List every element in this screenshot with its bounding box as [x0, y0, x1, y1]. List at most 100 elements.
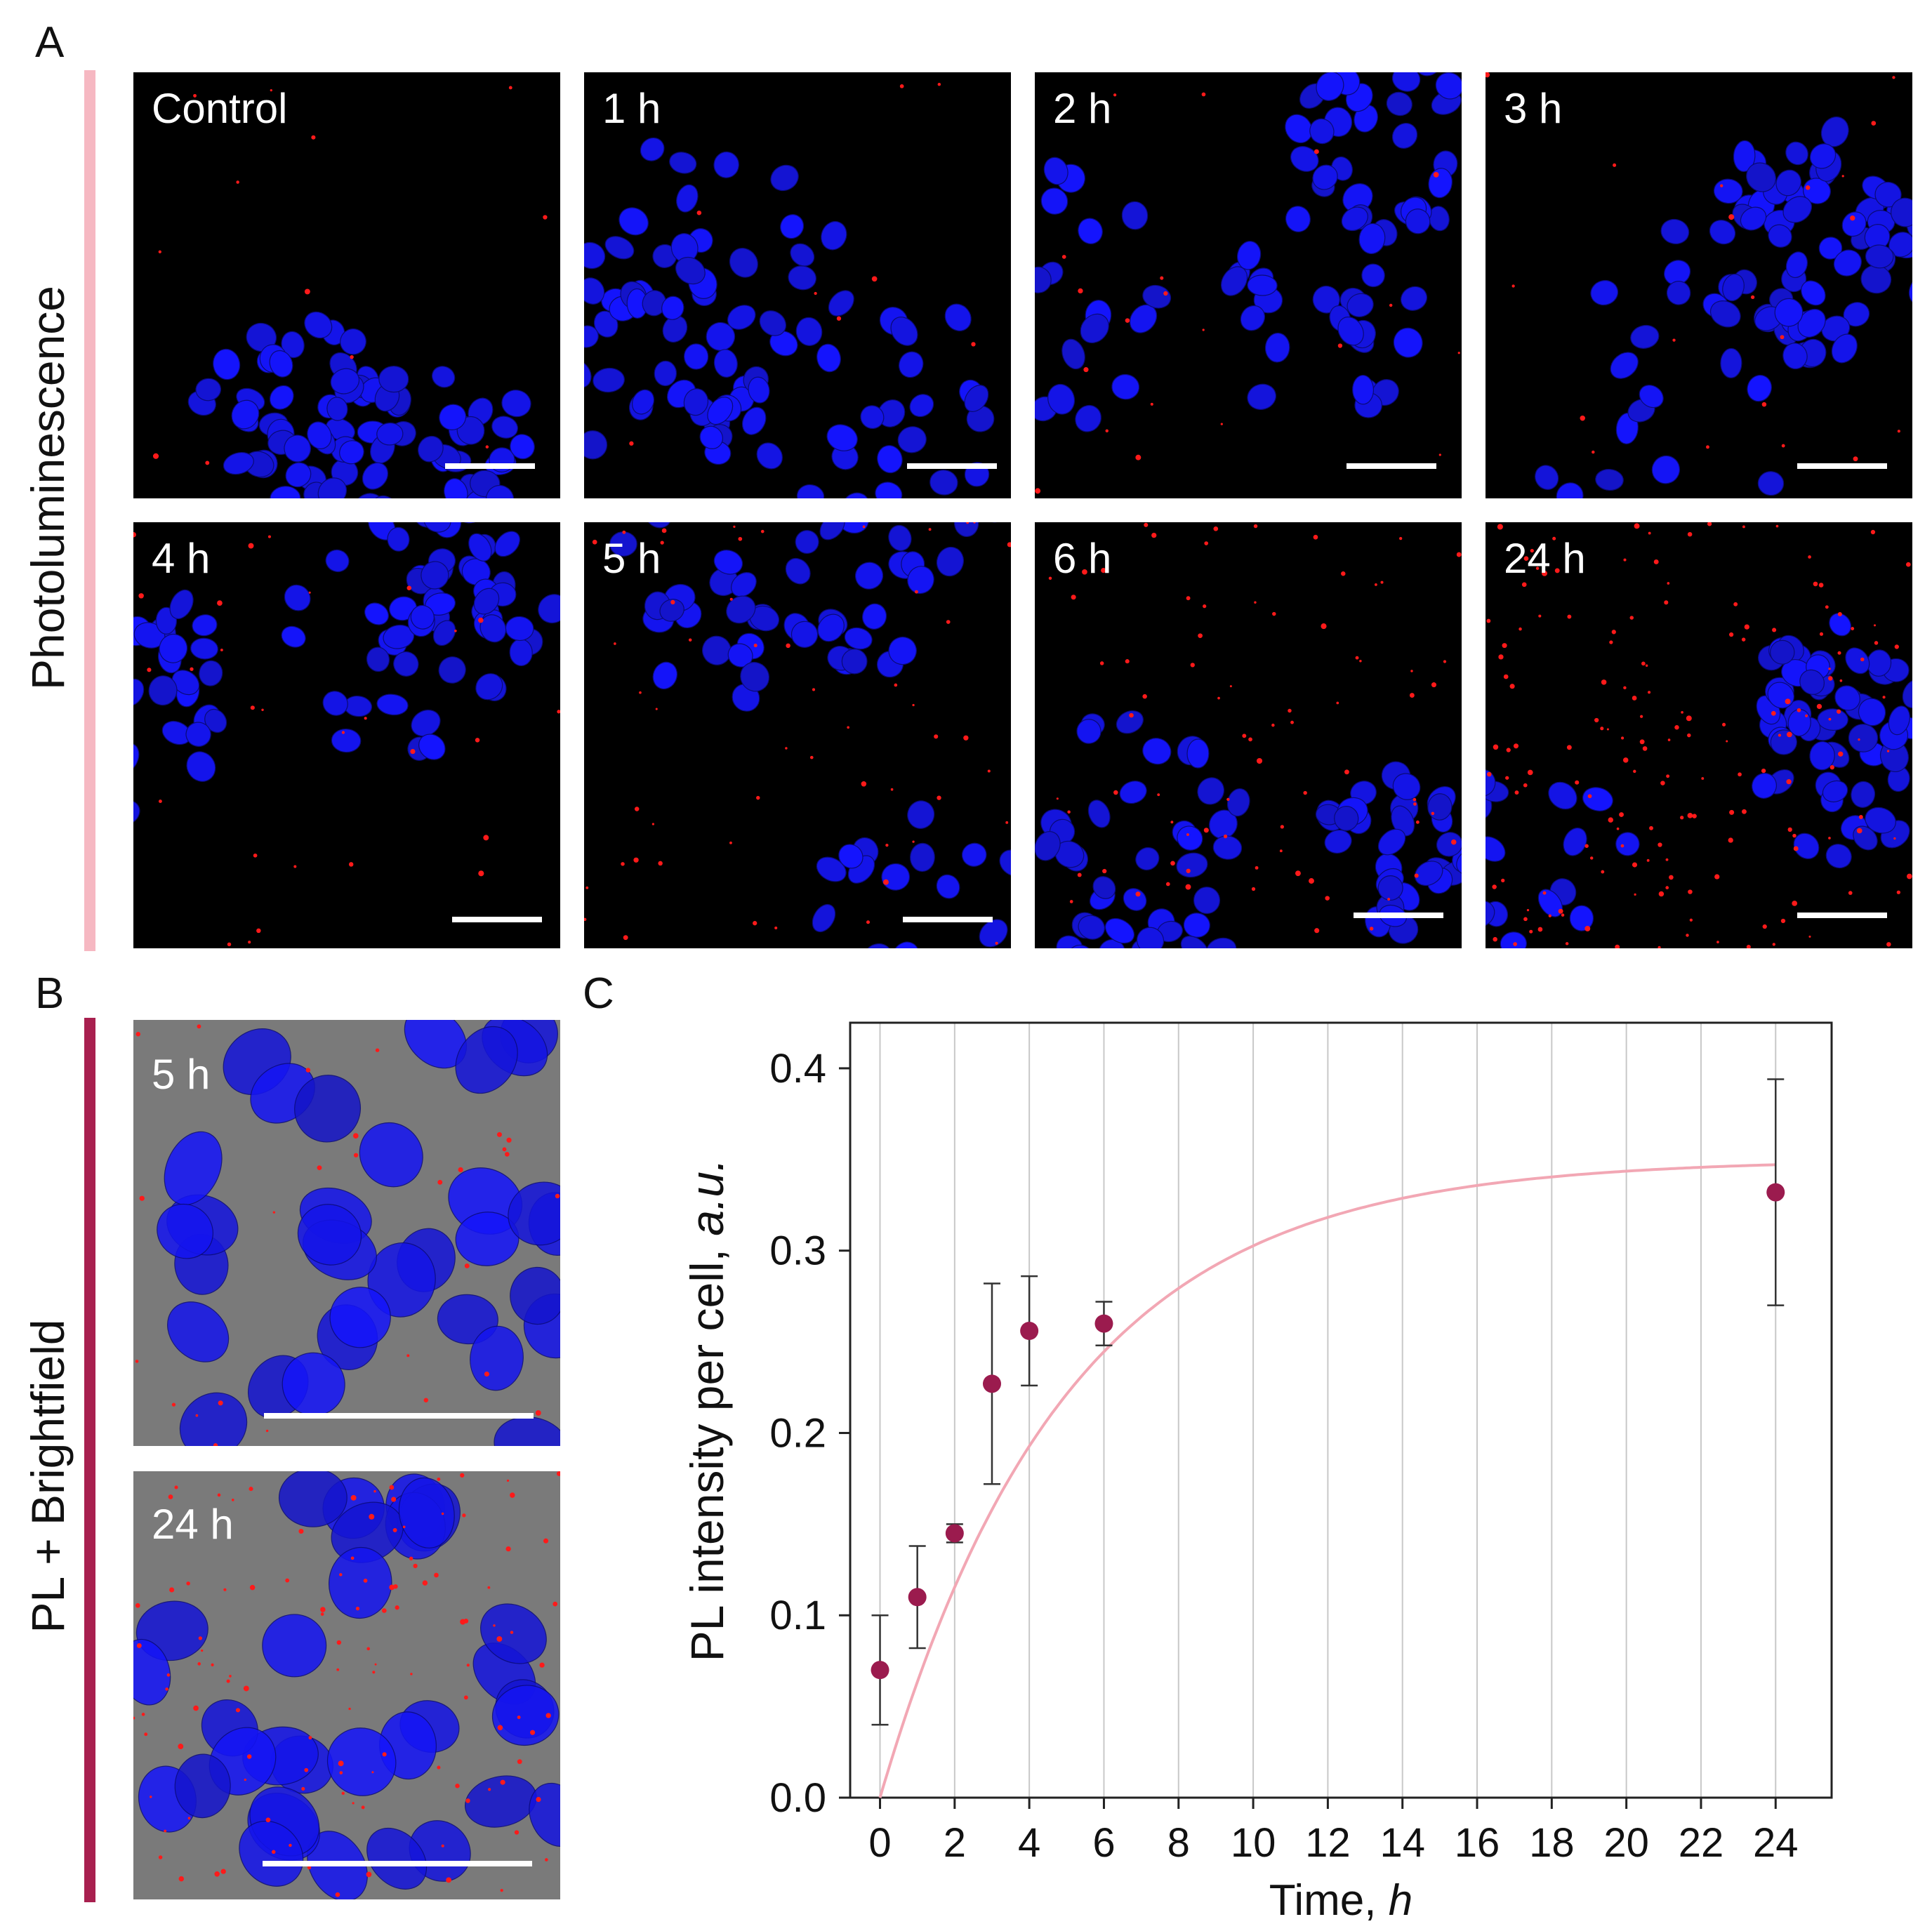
nucleus — [278, 1471, 348, 1527]
particle — [1410, 670, 1413, 672]
particle — [937, 795, 941, 800]
particle — [166, 1673, 171, 1677]
particle — [308, 1736, 312, 1740]
nucleus — [618, 207, 649, 236]
plot-frame — [849, 1021, 1833, 1799]
nucleus — [769, 330, 798, 357]
nucleus — [418, 435, 444, 463]
particle — [197, 1662, 201, 1666]
vertical-grid — [879, 1023, 1777, 1798]
time-label: 24 h — [152, 1501, 234, 1548]
nucleus — [159, 633, 188, 663]
nucleus — [307, 421, 332, 449]
nucleus — [1740, 206, 1767, 231]
particle — [1787, 731, 1792, 738]
nucleus — [729, 248, 758, 278]
particle — [141, 1713, 145, 1716]
particle — [1906, 873, 1912, 880]
nucleus — [1386, 91, 1412, 117]
particle — [1672, 338, 1676, 342]
x-tick-label: 8 — [1167, 1820, 1190, 1866]
nucleus — [584, 359, 592, 389]
particle — [1778, 734, 1781, 737]
particle — [1519, 627, 1522, 631]
nucleus — [1212, 835, 1243, 860]
particle — [1486, 72, 1490, 78]
nucleus — [640, 137, 665, 161]
nucleus — [470, 1325, 524, 1391]
particle — [545, 1858, 548, 1862]
particle — [971, 342, 976, 347]
particle — [1007, 542, 1011, 548]
cell-field — [133, 1471, 560, 1899]
nucleus — [1337, 317, 1364, 346]
particle — [1213, 526, 1219, 531]
particle — [246, 1754, 252, 1759]
nucleus — [473, 588, 500, 615]
nucleus — [1630, 324, 1660, 349]
nucleus — [1456, 849, 1462, 875]
nucleus — [1121, 201, 1149, 230]
particle — [517, 1716, 521, 1719]
particle — [658, 861, 663, 866]
nucleus — [816, 856, 847, 882]
nucleus — [1907, 213, 1912, 239]
particle — [363, 1579, 368, 1583]
particle — [1793, 846, 1799, 851]
particle — [372, 1671, 376, 1674]
particle — [1443, 660, 1447, 663]
cell-field — [152, 86, 548, 498]
y-tick-label: 0.3 — [769, 1228, 826, 1274]
nucleus — [192, 614, 218, 637]
nucleus — [438, 656, 466, 684]
data-points — [871, 1078, 1785, 1726]
nucleus — [1651, 455, 1681, 484]
nucleus — [631, 389, 655, 415]
particle — [178, 1744, 184, 1749]
particle — [535, 1410, 541, 1416]
nucleus — [494, 531, 520, 557]
nucleus — [683, 343, 709, 370]
nucleus — [1733, 140, 1756, 173]
nucleus — [1116, 710, 1144, 734]
particle — [193, 93, 197, 98]
nucleus — [510, 1266, 560, 1325]
nucleus — [1757, 471, 1785, 496]
nucleus — [179, 1392, 248, 1446]
particle — [1256, 757, 1263, 764]
particle — [285, 1578, 290, 1583]
nucleus — [199, 660, 223, 686]
particle — [1722, 722, 1726, 727]
particle — [1272, 611, 1276, 616]
particle — [423, 1398, 429, 1402]
particle — [336, 1640, 342, 1645]
particle — [1825, 605, 1829, 609]
particle — [201, 1649, 204, 1652]
nucleus — [1799, 669, 1825, 695]
particle — [1600, 727, 1604, 731]
particle — [1374, 583, 1377, 586]
particle — [1530, 548, 1534, 553]
nucleus — [727, 643, 753, 668]
nucleus — [195, 378, 222, 402]
particle — [1639, 739, 1645, 745]
x-ticks: 0 2 4 6 8 10 12 14 16 18 20 22 24 — [868, 1798, 1799, 1866]
nucleus — [675, 256, 706, 285]
particle — [847, 726, 849, 729]
particle — [135, 1031, 141, 1037]
particle — [1716, 941, 1719, 943]
nucleus — [1460, 131, 1462, 161]
nucleus — [167, 1301, 230, 1362]
particle — [836, 316, 842, 321]
nucleus — [817, 613, 845, 642]
nucleus — [780, 214, 805, 239]
particle — [304, 288, 310, 295]
nucleus — [961, 842, 987, 867]
particle — [150, 1796, 152, 1798]
nucleus — [979, 919, 1008, 948]
particle — [1648, 531, 1651, 535]
particle — [1667, 738, 1671, 741]
particle — [1837, 611, 1842, 617]
nucleus — [1787, 709, 1811, 737]
nucleus — [529, 1782, 560, 1847]
